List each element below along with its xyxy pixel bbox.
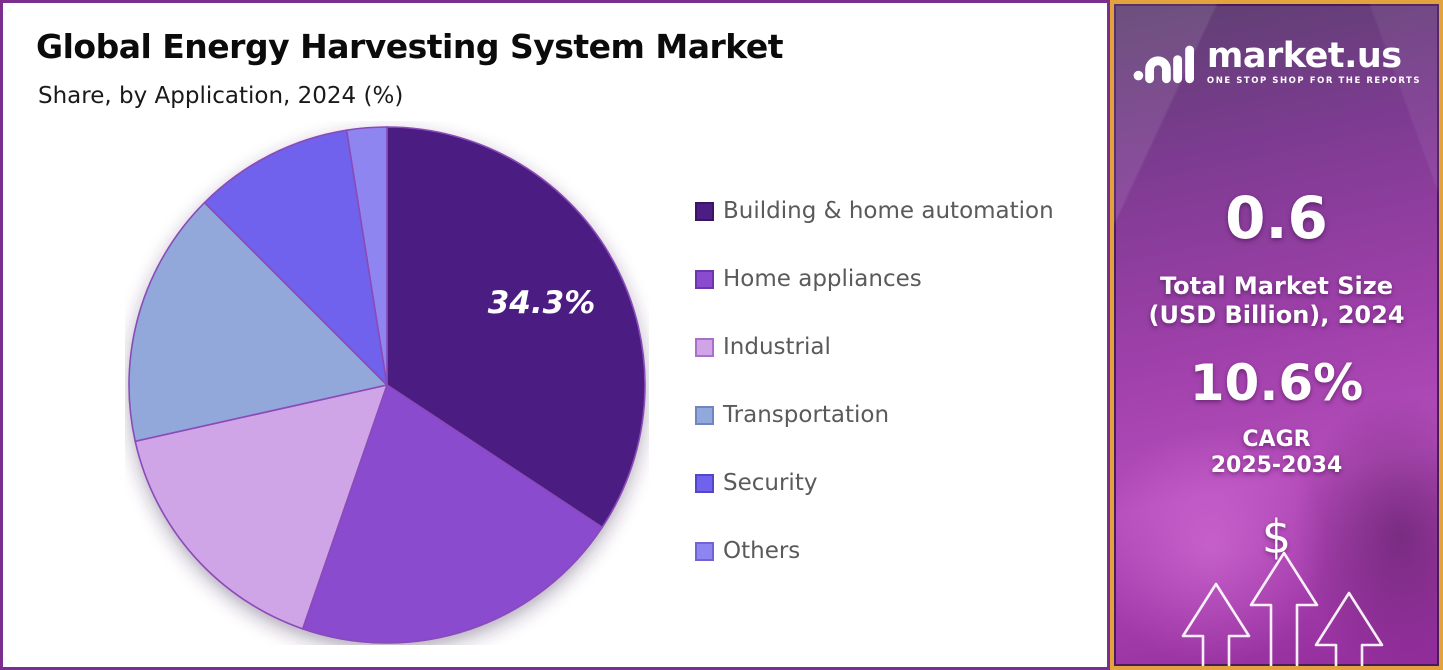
- legend-item: Building & home automation: [695, 198, 1054, 224]
- market-size-value: 0.6: [1225, 184, 1328, 252]
- pie-slice-transportation: [128, 201, 389, 443]
- pie-slice-industrial: [134, 383, 389, 630]
- legend-item: Others: [695, 538, 1054, 564]
- cagr-value: 10.6%: [1189, 354, 1364, 412]
- cagr-sublabel: 2025-2034: [1210, 453, 1343, 478]
- legend-swatch-icon: [695, 405, 714, 425]
- pie-slice-label: 34.3%: [488, 285, 596, 321]
- brand-tagline: ONE STOP SHOP FOR THE REPORTS: [1206, 75, 1422, 86]
- growth-arrows-icon: [1181, 551, 1384, 666]
- legend-item: Security: [695, 470, 1054, 496]
- market-us-logo-icon: [1133, 45, 1194, 84]
- legend-label: Transportation: [723, 402, 890, 428]
- legend-swatch-icon: [695, 337, 714, 357]
- page-title: Global Energy Harvesting System Market: [36, 27, 784, 66]
- pie-slice-home-appliances: [301, 383, 604, 644]
- legend-label: Industrial: [723, 334, 831, 360]
- legend-item: Home appliances: [695, 266, 1054, 292]
- growth-arrow-right: [1314, 591, 1384, 666]
- growth-arrow-middle: [1249, 551, 1319, 666]
- pie-slice-others: [345, 126, 388, 386]
- legend-swatch-icon: [695, 201, 714, 221]
- legend-item: Transportation: [695, 402, 1054, 428]
- legend-label: Home appliances: [723, 266, 922, 292]
- legend-swatch-icon: [695, 269, 714, 289]
- legend-swatch-icon: [695, 473, 714, 493]
- legend-label: Security: [723, 470, 818, 496]
- cagr-label: CAGR: [1242, 427, 1311, 452]
- market-size-label: Total Market Size: [1159, 272, 1393, 300]
- chart-subtitle: Share, by Application, 2024 (%): [38, 83, 404, 109]
- brand: market.us ONE STOP SHOP FOR THE REPORTS: [1114, 38, 1439, 86]
- pie-slice-security: [203, 129, 389, 388]
- sidebar-panel: market.us ONE STOP SHOP FOR THE REPORTS …: [1110, 0, 1443, 670]
- growth-arrow-left: [1181, 582, 1251, 666]
- legend: Building & home automation Home appliance…: [695, 198, 1054, 607]
- pie-chart: 34.3%: [128, 126, 646, 644]
- legend-item: Industrial: [695, 334, 1054, 360]
- brand-name: market.us: [1206, 35, 1402, 76]
- chart-panel: Global Energy Harvesting System Market S…: [0, 0, 1110, 670]
- legend-label: Others: [723, 538, 801, 564]
- legend-label: Building & home automation: [723, 198, 1054, 224]
- brand-text: market.us ONE STOP SHOP FOR THE REPORTS: [1206, 35, 1422, 86]
- legend-swatch-icon: [695, 541, 714, 561]
- market-size-sublabel: (USD Billion), 2024: [1148, 301, 1405, 329]
